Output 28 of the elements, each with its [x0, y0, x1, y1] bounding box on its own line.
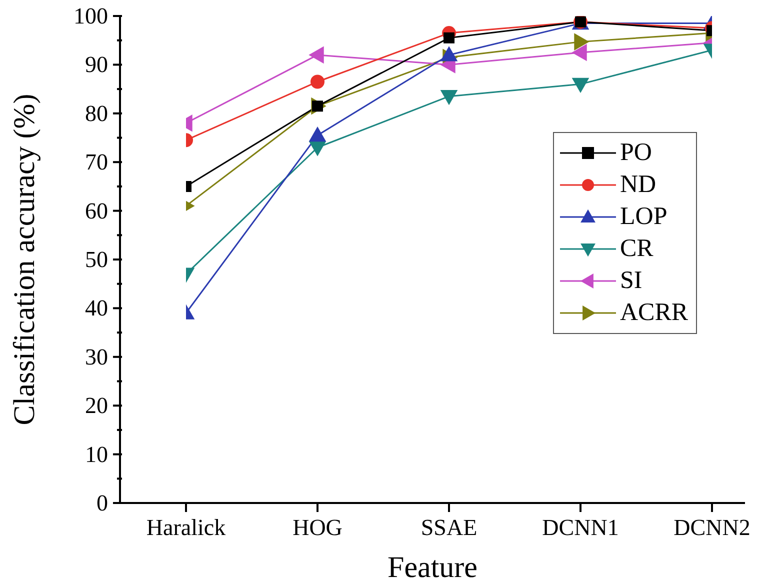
y-tick-label: 80 — [85, 100, 108, 126]
legend-label: ND — [620, 170, 656, 200]
legend-label: CR — [620, 234, 654, 264]
y-tick-label: 10 — [85, 442, 108, 467]
point — [440, 46, 458, 62]
x-tick-label: HOG — [292, 515, 342, 540]
y-tick-label: 90 — [85, 52, 108, 78]
y-tick-label: 100 — [74, 4, 108, 28]
y-tick-label: 50 — [85, 247, 108, 272]
y-tick-label: 60 — [85, 198, 108, 224]
legend-label: PO — [620, 138, 652, 168]
y-tick-label: 40 — [85, 296, 108, 321]
point — [444, 32, 454, 44]
legend-label: ACRR — [620, 298, 688, 328]
y-tick-label: 0 — [96, 490, 108, 516]
y-tick-label: 30 — [85, 344, 108, 370]
point — [440, 90, 458, 105]
y-axis-title: Classification accuracy (%) — [8, 94, 41, 426]
legend-label: SI — [620, 266, 642, 296]
point — [572, 44, 587, 61]
x-tick-label: SSAE — [420, 515, 478, 540]
x-tick-label: DCNN2 — [674, 515, 750, 540]
x-tick-label: Haralick — [146, 515, 226, 540]
legend-label: LOP — [620, 202, 668, 232]
x-axis-title: Feature — [388, 551, 478, 583]
x-tick-label: DCNN1 — [542, 515, 619, 540]
y-tick-label: 20 — [85, 393, 108, 418]
y-tick-label: 70 — [85, 150, 108, 175]
